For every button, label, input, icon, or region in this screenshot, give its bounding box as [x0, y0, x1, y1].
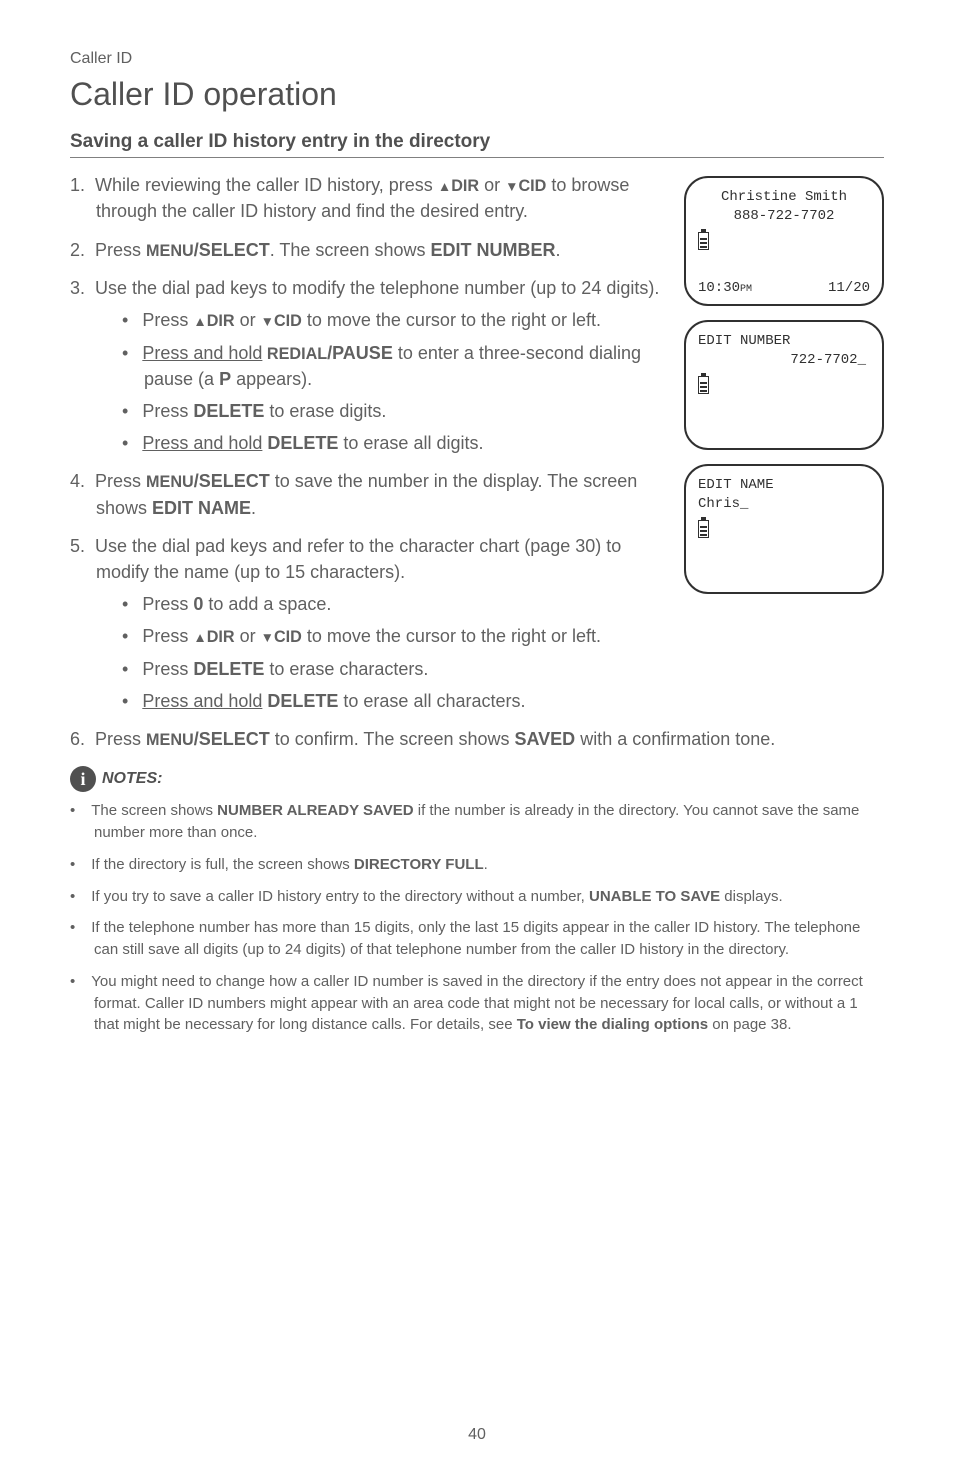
note-4: If the telephone number has more than 15… [70, 917, 884, 961]
step-6: 6. Press MENU/SELECT to confirm. The scr… [70, 726, 884, 752]
step-3-4: Press and hold DELETE to erase all digit… [122, 430, 670, 456]
step-5-1: Press 0 to add a space. [122, 591, 670, 617]
battery-icon [698, 376, 709, 394]
step-5: 5. Use the dial pad keys and refer to th… [70, 533, 670, 714]
lcd-date: 11/20 [828, 280, 870, 296]
triangle-down-icon [505, 175, 518, 195]
lcd-edit-value: Chris_ [698, 495, 870, 514]
triangle-up-icon [193, 626, 206, 646]
lcd-screen-edit-name: EDIT NAME Chris_ [684, 464, 884, 594]
lcd-edit-value: 722-7702_ [698, 351, 870, 370]
battery-icon [698, 232, 709, 250]
info-icon: i [70, 766, 96, 792]
notes-list: The screen shows NUMBER ALREADY SAVED if… [70, 800, 884, 1036]
notes-heading: i NOTES: [70, 766, 884, 792]
step-3-1: Press DIR or CID to move the cursor to t… [122, 307, 670, 333]
triangle-down-icon [261, 310, 274, 330]
page-number: 40 [0, 1426, 954, 1444]
page-title: Caller ID operation [70, 76, 884, 113]
breadcrumb: Caller ID [70, 50, 884, 68]
note-3: If you try to save a caller ID history e… [70, 886, 884, 908]
battery-icon [698, 520, 709, 538]
notes-label: NOTES: [102, 770, 162, 788]
step-5-sublist: Press 0 to add a space. Press DIR or CID… [96, 591, 670, 714]
lcd-caller-name: Christine Smith [698, 188, 870, 207]
lcd-title: EDIT NUMBER [698, 332, 870, 351]
triangle-up-icon [438, 175, 451, 195]
lcd-title: EDIT NAME [698, 476, 870, 495]
step-3: 3. Use the dial pad keys to modify the t… [70, 275, 670, 456]
lcd-caller-number: 888-722-7702 [698, 207, 870, 226]
step-3-sublist: Press DIR or CID to move the cursor to t… [96, 307, 670, 456]
step-4: 4. Press MENU/SELECT to save the number … [70, 468, 670, 521]
section-heading: Saving a caller ID history entry in the … [70, 131, 884, 158]
screens-column: Christine Smith 888-722-7702 10:30PM 11/… [684, 176, 884, 608]
step-2: 2. Press MENU/SELECT. The screen shows E… [70, 237, 670, 263]
note-5: You might need to change how a caller ID… [70, 971, 884, 1036]
lcd-time: 10:30PM [698, 280, 752, 296]
steps-list: 1. While reviewing the caller ID history… [70, 172, 670, 714]
step-5-2: Press DIR or CID to move the cursor to t… [122, 623, 670, 649]
step-5-3: Press DELETE to erase characters. [122, 656, 670, 682]
triangle-up-icon [193, 310, 206, 330]
step-3-2: Press and hold REDIAL/PAUSE to enter a t… [122, 340, 670, 393]
triangle-down-icon [261, 626, 274, 646]
lcd-screen-edit-number: EDIT NUMBER 722-7702_ [684, 320, 884, 450]
note-2: If the directory is full, the screen sho… [70, 854, 884, 876]
body-column: 1. While reviewing the caller ID history… [70, 172, 670, 726]
step-3-3: Press DELETE to erase digits. [122, 398, 670, 424]
step-1: 1. While reviewing the caller ID history… [70, 172, 670, 225]
step-5-4: Press and hold DELETE to erase all chara… [122, 688, 670, 714]
lcd-screen-caller-id: Christine Smith 888-722-7702 10:30PM 11/… [684, 176, 884, 306]
note-1: The screen shows NUMBER ALREADY SAVED if… [70, 800, 884, 844]
